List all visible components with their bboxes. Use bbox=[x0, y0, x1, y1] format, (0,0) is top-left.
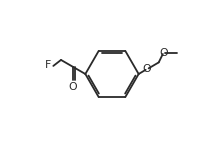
Text: O: O bbox=[69, 82, 78, 91]
Text: O: O bbox=[160, 48, 168, 58]
Text: O: O bbox=[143, 64, 151, 74]
Text: F: F bbox=[44, 60, 51, 70]
